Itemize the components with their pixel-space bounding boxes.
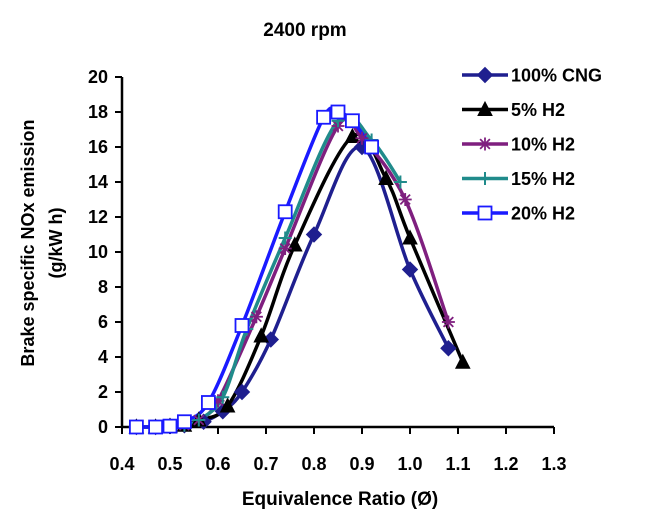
y-axis-label: Brake specific NOx emission [18,119,38,366]
legend-label: 5% H2 [511,100,565,120]
y-tick-label: 18 [88,102,108,122]
x-axis-label: Equivalence Ratio (Ø) [242,489,438,510]
x-tick-label: 1.0 [397,454,422,474]
data-point [278,231,292,245]
x-tick-label: 0.4 [109,454,134,474]
y-tick-label: 4 [98,347,108,367]
data-point [402,229,418,245]
data-point [233,383,251,401]
x-tick-label: 0.5 [157,454,182,474]
y-tick-label: 8 [98,277,108,297]
data-point [344,113,360,129]
series-line [136,113,402,429]
data-point [398,193,412,206]
y-tick-label: 10 [88,242,108,262]
data-point [253,327,270,343]
data-point [176,414,192,430]
y-tick-label: 12 [88,207,108,227]
legend-swatch-marker [478,172,492,185]
legend-swatch-marker [478,137,492,151]
series-line [136,116,451,429]
data-point [200,395,216,410]
y-tick-label: 6 [98,312,108,332]
data-point [440,340,457,357]
y-tick-label: 16 [88,137,108,157]
chart-title: 2400 rpm [263,20,346,41]
legend-label: 20% H2 [511,204,575,224]
x-tick-label: 1.1 [445,454,470,474]
data-point [219,397,236,413]
y-tick-label: 2 [98,382,108,402]
y-tick-label: 0 [98,417,108,437]
data-point [364,139,380,155]
data-point [277,204,293,220]
data-point [441,315,455,329]
data-point [148,419,164,435]
data-point [378,169,394,185]
legend: 100% CNG 5% H2 10% H2 15% H2 20% H2 [462,66,602,224]
data-point [162,418,178,434]
data-point [401,261,419,278]
series-markers [128,104,471,436]
x-tick-label: 0.6 [205,454,230,474]
y-axis-unit: (g/kW h) [46,208,66,279]
data-point [330,104,346,120]
x-tick-label: 1.2 [493,454,518,474]
data-point [192,413,206,427]
data-point [234,318,250,333]
data-point [128,419,144,435]
legend-label: 15% H2 [511,169,575,189]
data-point [393,175,407,189]
legend-swatch-marker [477,100,493,116]
y-tick-label: 14 [88,172,108,192]
legend-swatch-marker [476,66,494,84]
y-tick-label: 20 [88,67,108,87]
legend-label: 100% CNG [511,66,602,86]
x-tick-label: 1.3 [541,454,566,474]
x-tick-label: 0.7 [253,454,278,474]
x-tick-label: 0.8 [301,454,326,474]
data-point [316,109,332,125]
data-point [216,390,230,404]
x-tick-label: 0.9 [349,454,374,474]
legend-label: 10% H2 [511,135,575,155]
data-point [305,226,323,243]
data-point [249,310,263,324]
axes: 0 2 4 6 8 10 12 14 16 18 20 0.4 0.5 0.6 0.7 0.8 0.9 1.0 1.… [88,67,567,474]
data-point [454,353,471,369]
legend-swatch-marker [477,205,493,221]
